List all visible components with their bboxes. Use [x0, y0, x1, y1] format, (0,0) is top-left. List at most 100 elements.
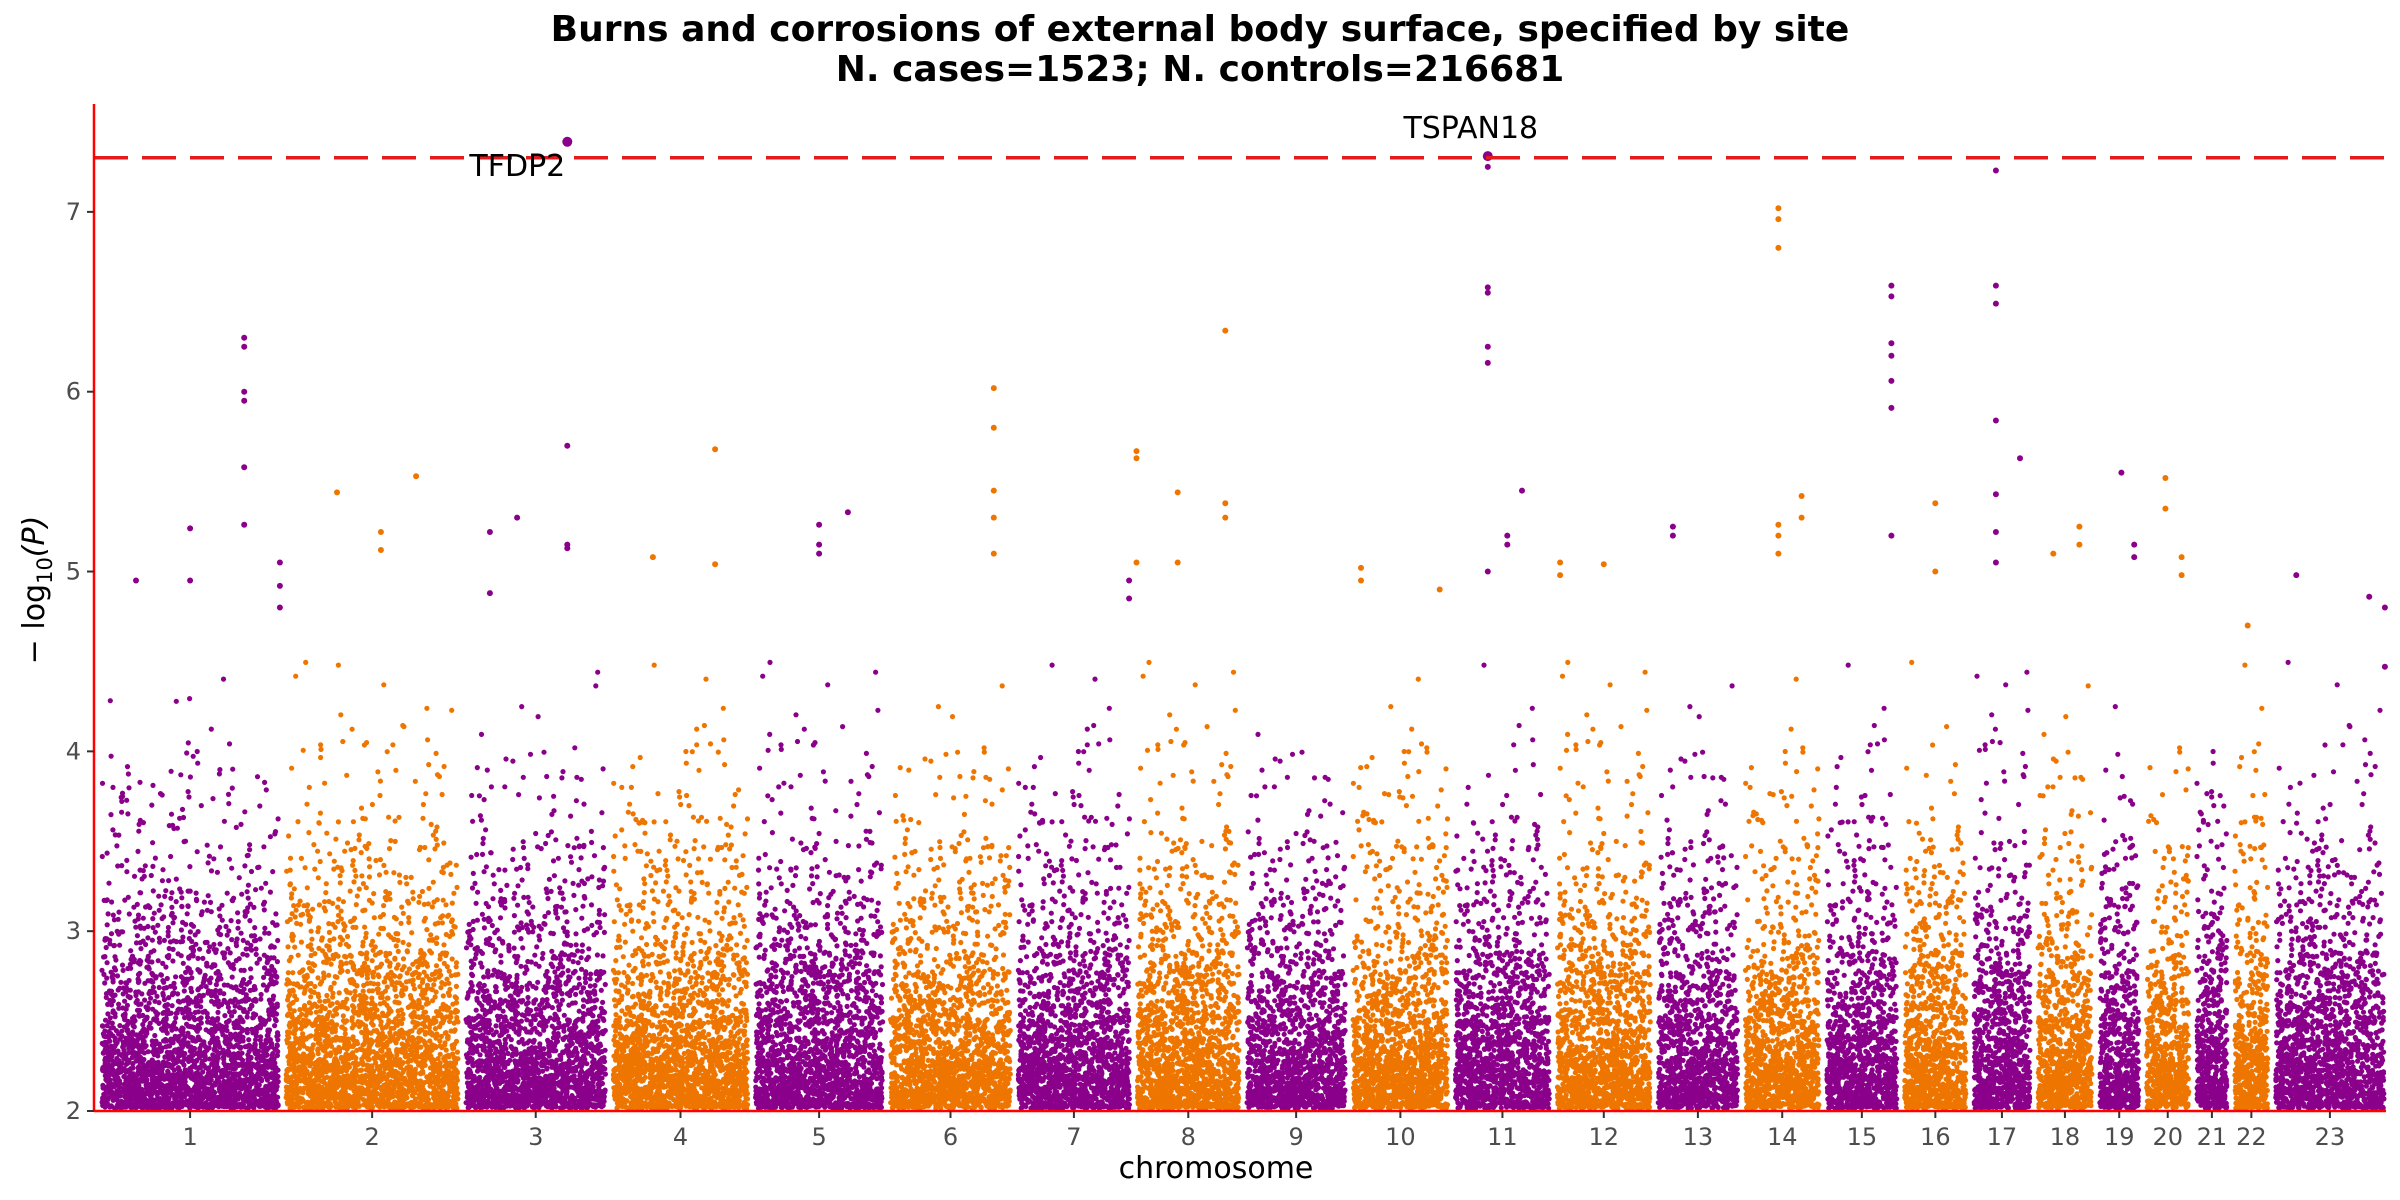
data-point	[104, 1090, 110, 1096]
data-point	[444, 1063, 450, 1069]
data-point	[214, 869, 220, 875]
data-point	[110, 827, 116, 833]
data-point	[442, 1094, 448, 1100]
data-point	[116, 909, 122, 915]
data-point	[178, 953, 184, 959]
data-point	[184, 750, 190, 756]
data-point	[420, 801, 426, 808]
data-point	[392, 838, 398, 845]
data-point	[384, 1075, 390, 1082]
data-point	[445, 1033, 451, 1039]
data-point	[228, 1031, 234, 1037]
data-point	[245, 882, 251, 888]
data-point	[140, 1029, 146, 1035]
data-point	[311, 989, 317, 996]
data-point	[170, 958, 176, 964]
data-point	[246, 1037, 252, 1043]
data-point	[306, 830, 312, 836]
data-point	[171, 1081, 177, 1087]
data-point	[169, 1003, 175, 1009]
data-point	[362, 924, 368, 930]
data-point	[444, 1007, 450, 1013]
data-point	[115, 1082, 121, 1088]
data-point	[119, 790, 126, 796]
data-point	[415, 974, 421, 981]
data-point	[271, 955, 277, 961]
data-point	[194, 898, 200, 904]
data-point	[374, 1028, 380, 1035]
data-point	[223, 923, 229, 930]
data-point	[333, 836, 339, 842]
data-point	[441, 942, 447, 948]
data-point	[161, 937, 167, 944]
data-point	[402, 1042, 408, 1048]
data-point	[306, 981, 312, 987]
chart-title: Burns and corrosions of external body su…	[551, 9, 1850, 50]
data-point	[334, 1000, 340, 1006]
data-point	[158, 1065, 164, 1071]
data-point	[354, 893, 360, 899]
data-point	[396, 872, 402, 878]
data-point	[324, 956, 330, 962]
data-point	[213, 1067, 219, 1073]
data-point	[139, 876, 145, 882]
data-point	[148, 977, 154, 984]
data-point	[289, 1093, 295, 1099]
data-point	[207, 899, 214, 906]
data-point	[212, 1045, 218, 1051]
data-point	[442, 1102, 449, 1108]
data-point	[181, 1091, 187, 1097]
data-point	[352, 988, 358, 994]
data-point	[249, 1063, 255, 1069]
data-point	[246, 979, 252, 985]
data-point	[152, 1105, 158, 1111]
data-point	[135, 848, 141, 855]
data-point	[392, 1081, 398, 1087]
data-point	[224, 1000, 230, 1006]
data-point	[318, 1104, 324, 1110]
data-point	[205, 1095, 211, 1102]
data-point	[126, 1057, 132, 1063]
data-point	[316, 1015, 322, 1021]
data-point	[400, 956, 407, 962]
data-point	[316, 820, 322, 826]
data-point	[130, 1071, 136, 1077]
data-point	[342, 923, 348, 929]
data-point	[390, 742, 396, 748]
data-point	[118, 1063, 124, 1069]
data-point	[287, 855, 294, 861]
data-point	[157, 1048, 163, 1054]
data-point	[227, 1103, 233, 1110]
data-point	[274, 1001, 280, 1007]
data-point	[104, 850, 110, 856]
data-point	[420, 954, 426, 961]
data-point	[364, 969, 370, 975]
data-point	[379, 990, 385, 997]
data-point	[226, 928, 232, 934]
data-point	[251, 933, 258, 939]
data-point	[377, 964, 383, 970]
data-point	[200, 992, 206, 999]
data-point	[188, 1075, 194, 1081]
data-point	[258, 885, 264, 891]
data-point	[426, 885, 432, 892]
data-point	[110, 976, 116, 983]
data-point	[439, 920, 445, 926]
data-point	[125, 811, 131, 817]
data-point	[126, 785, 132, 791]
data-point	[179, 1025, 185, 1031]
data-point	[168, 853, 174, 860]
data-point	[252, 1050, 258, 1056]
data-point	[135, 972, 142, 978]
data-point	[431, 971, 438, 977]
data-point	[424, 927, 430, 933]
data-point	[387, 1080, 393, 1086]
data-point	[366, 988, 372, 994]
data-point	[149, 1064, 155, 1070]
data-point	[179, 903, 185, 909]
data-point	[193, 890, 199, 896]
data-point	[440, 913, 446, 919]
data-point	[122, 1052, 128, 1058]
data-point	[344, 1081, 350, 1087]
data-point	[178, 889, 184, 895]
